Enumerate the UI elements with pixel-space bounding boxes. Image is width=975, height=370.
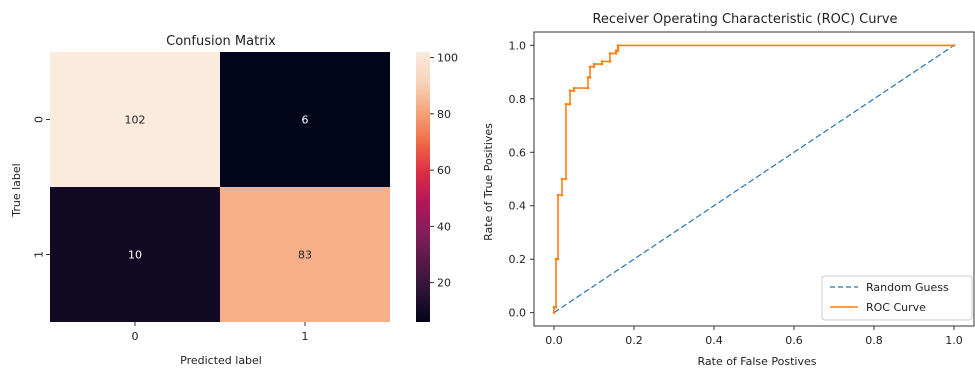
roc-point: [614, 52, 618, 55]
roc-point: [556, 193, 560, 197]
cm-cell-0-1: [220, 52, 390, 187]
roc-xtick-label-3: 0.6: [785, 334, 803, 347]
roc-point: [572, 89, 576, 93]
colorbar-tick-label-0: 20: [437, 277, 451, 290]
roc-xtick-label-4: 0.8: [865, 334, 883, 347]
roc-point: [592, 62, 596, 66]
cm-cell-0-0: [50, 52, 220, 187]
roc-point: [600, 62, 604, 66]
cm-cell-label-0-1: 6: [302, 114, 309, 127]
roc-xtick-label-5: 1.0: [945, 334, 963, 347]
roc-point: [560, 177, 564, 181]
roc-point: [616, 49, 620, 53]
roc-point: [568, 89, 572, 93]
roc-ytick-label-3: 0.6: [509, 146, 527, 159]
cm-ylabel: True label: [10, 163, 23, 217]
roc-ytick-label-1: 0.2: [509, 253, 527, 266]
roc-title: Receiver Operating Characteristic (ROC) …: [592, 12, 897, 27]
roc-ytick-label-2: 0.4: [509, 200, 527, 213]
colorbar-tick-label-4: 100: [437, 52, 458, 65]
roc-point: [600, 60, 604, 63]
roc-point: [614, 49, 618, 53]
roc-lines: [552, 44, 956, 314]
colorbar-gradient: [416, 52, 430, 322]
roc-point: [616, 46, 620, 50]
legend-label-random-guess: Random Guess: [866, 281, 949, 294]
roc-point: [586, 86, 590, 90]
roc-point: [952, 44, 956, 47]
roc-point: [554, 305, 558, 309]
cm-colorbar: 20 40 60 80 100: [416, 52, 458, 322]
roc-point: [586, 76, 590, 79]
roc-xtick-label-0: 0.0: [545, 334, 563, 347]
roc-point: [560, 193, 564, 197]
roc-xlabel: Rate of False Postives: [697, 355, 816, 368]
roc-point: [616, 44, 620, 47]
colorbar-tick-label-3: 80: [437, 108, 451, 121]
roc-point: [592, 65, 596, 69]
cm-cell-label-0-0: 102: [125, 114, 146, 127]
cm-cells: 102 6 10 83: [50, 52, 390, 322]
cm-cell-label-1-0: 10: [128, 249, 142, 262]
legend-box: [821, 275, 973, 321]
roc-ytick-label-0: 0.0: [509, 307, 527, 320]
roc-point: [608, 52, 612, 55]
cm-xtick-label-1: 1: [302, 330, 309, 343]
roc-point: [552, 311, 556, 314]
colorbar-tick-label-2: 60: [437, 164, 451, 177]
roc-ytick-label-4: 0.8: [509, 93, 527, 106]
roc-point: [572, 86, 576, 90]
roc-point: [588, 76, 592, 79]
roc-legend: Random Guess ROC Curve: [821, 275, 973, 321]
roc-ticks: 0.0 0.2 0.4 0.6 0.8 1.0 0.0 0.2 0.4 0.6 0.8 1.0: [509, 39, 963, 347]
roc-point: [568, 102, 572, 106]
cm-cell-1-1: [220, 187, 390, 322]
roc-ylabel: Rate of True Positives: [482, 123, 495, 241]
roc-point: [608, 60, 612, 63]
roc-series-random-guess: [553, 44, 955, 314]
roc-point: [564, 177, 568, 181]
cm-cell-label-1-1: 83: [298, 249, 312, 262]
roc-chart: Receiver Operating Characteristic (ROC) …: [482, 12, 975, 368]
cm-xlabel: Predicted label: [180, 354, 262, 367]
roc-point: [552, 305, 556, 309]
roc-point: [564, 102, 568, 106]
roc-xtick-label-1: 0.2: [625, 334, 643, 347]
cm-ytick-label-0: 0: [33, 116, 46, 123]
cm-title: Confusion Matrix: [166, 34, 276, 49]
roc-point: [556, 257, 560, 261]
cm-ticks: 0 101: [33, 116, 309, 343]
cm-ytick-label-1: 1: [33, 251, 46, 258]
roc-xtick-label-2: 0.4: [705, 334, 723, 347]
roc-point: [588, 65, 592, 69]
roc-ytick-label-5: 1.0: [509, 39, 527, 52]
cm-cell-1-0: [50, 187, 220, 322]
cm-xtick-label-0: 0: [132, 330, 139, 343]
colorbar-tick-label-1: 40: [437, 220, 451, 233]
confusion-matrix-chart: Confusion Matrix 102 610 83 0 101 Predicted…: [10, 34, 458, 367]
legend-label-roc-curve: ROC Curve: [866, 301, 926, 314]
roc-point: [554, 257, 558, 261]
